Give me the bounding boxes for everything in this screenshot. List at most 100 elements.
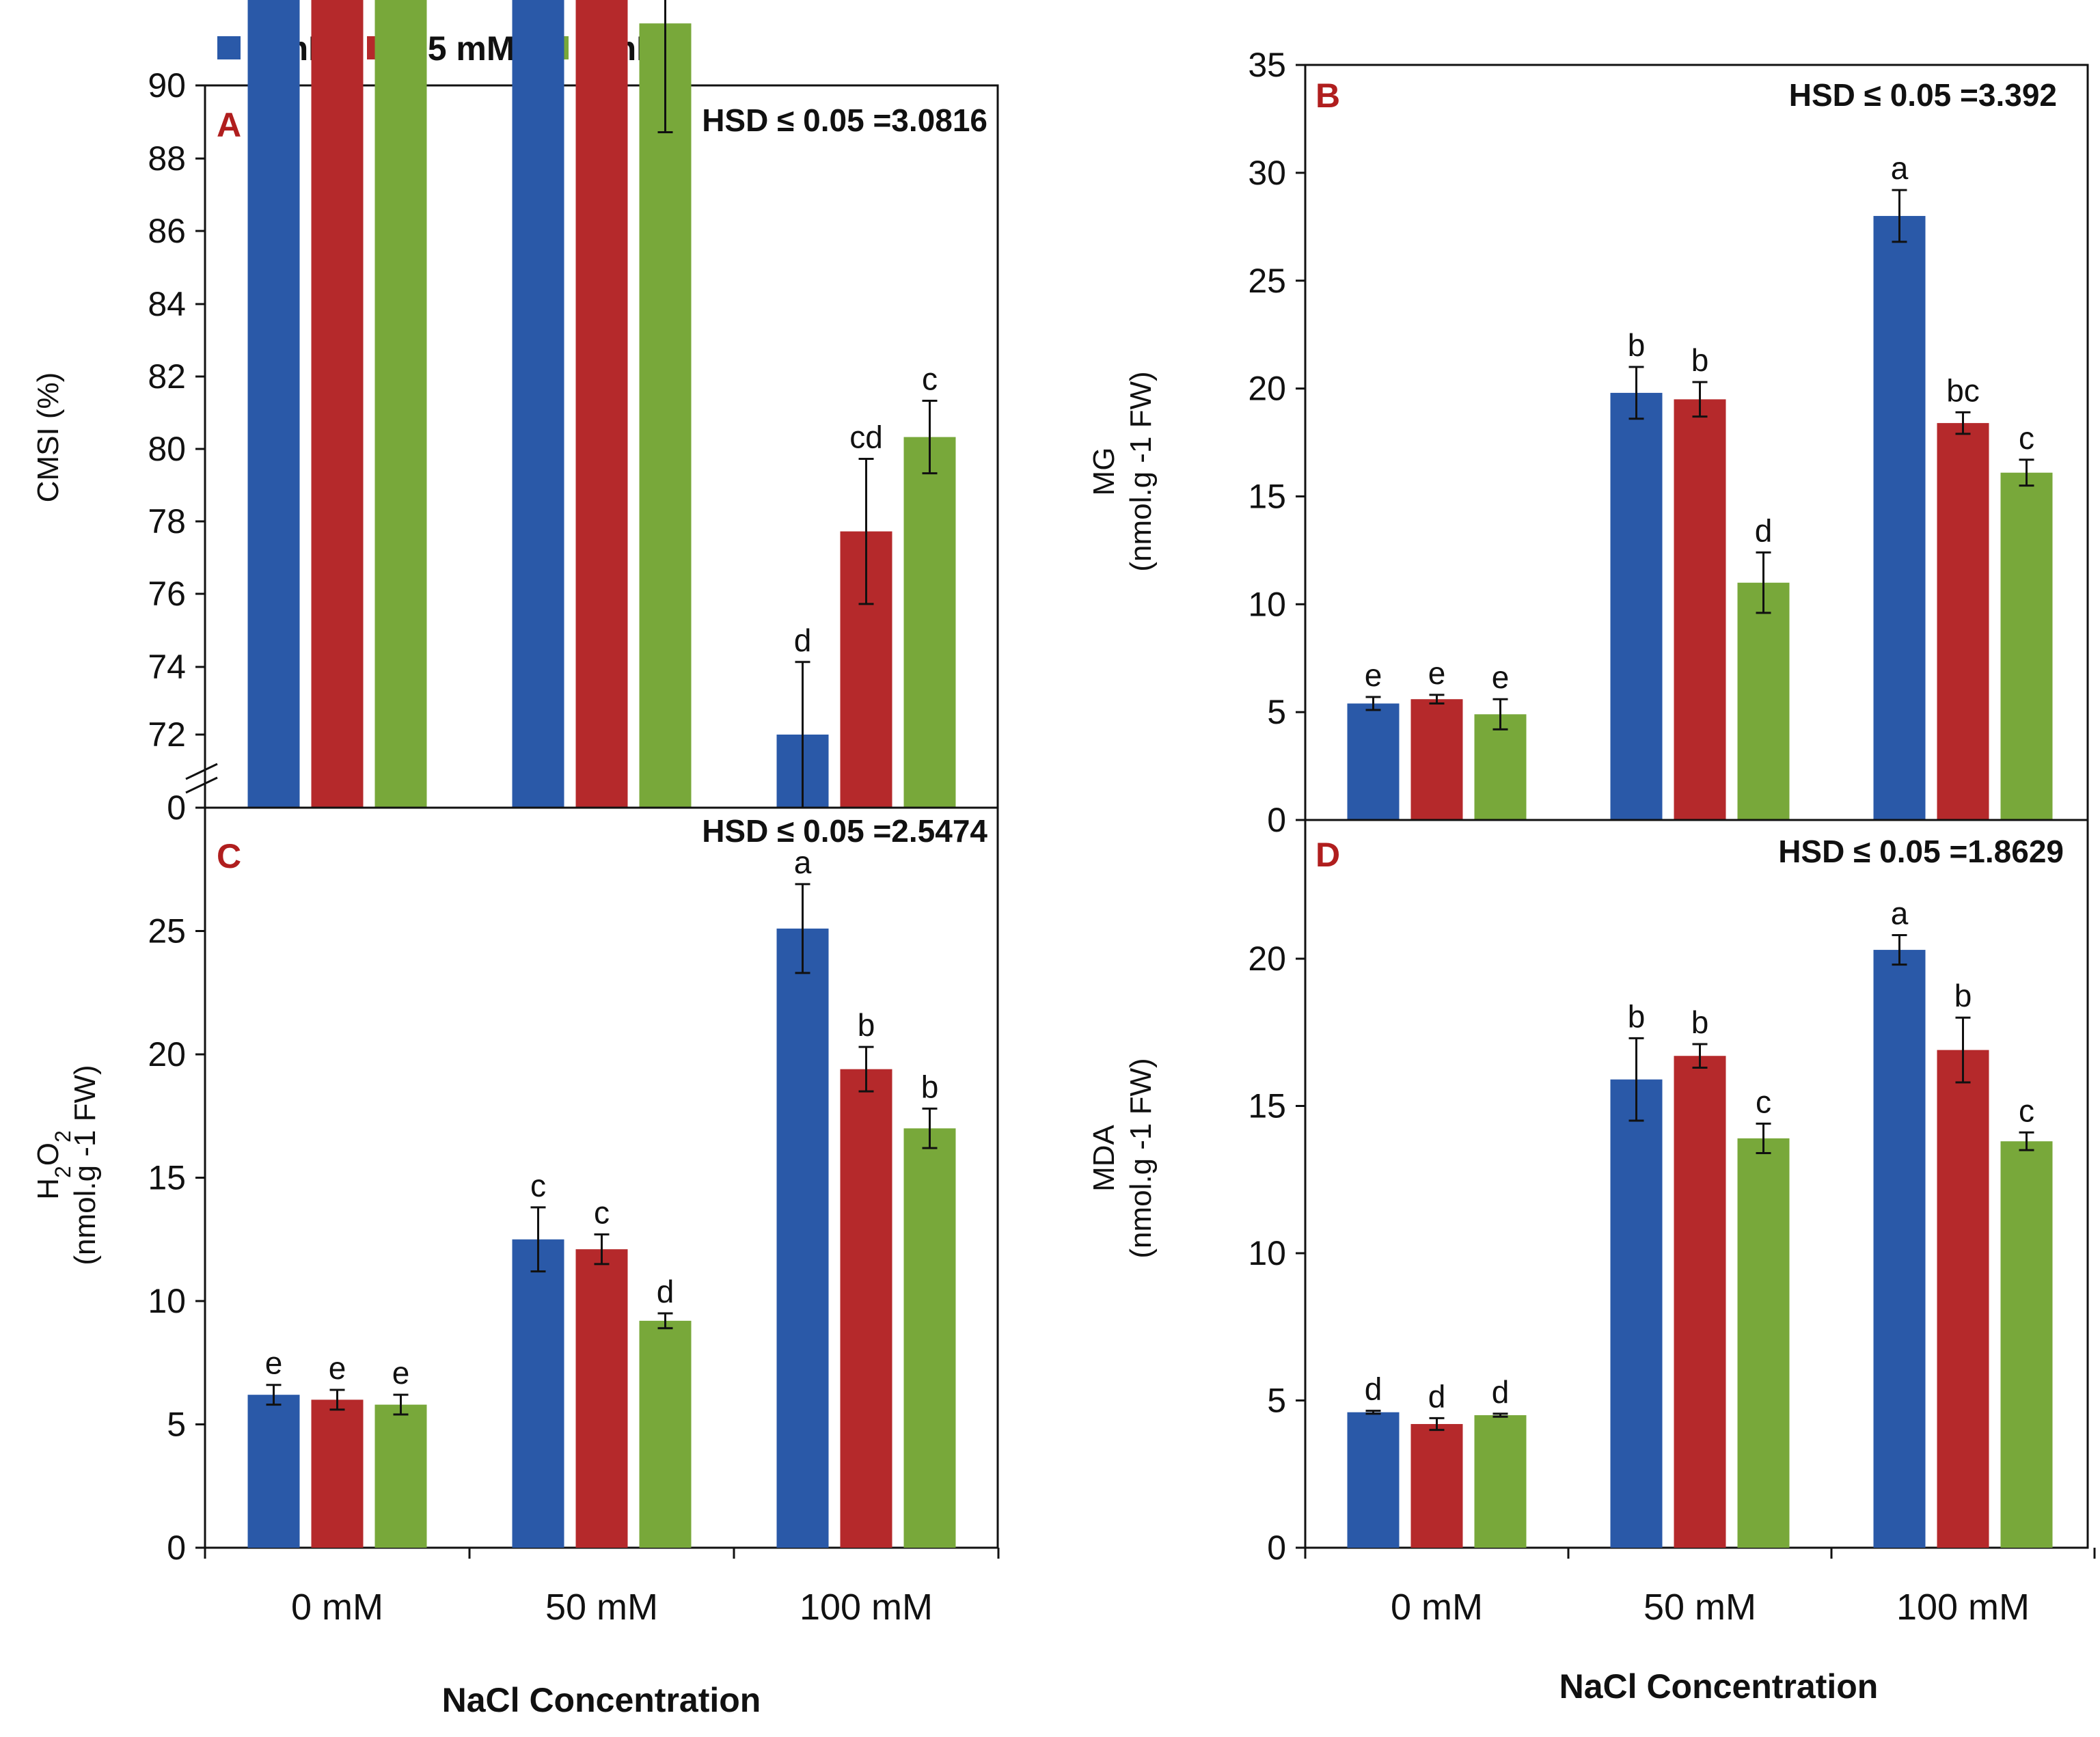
x-category-label: 100 mM	[1896, 1587, 2030, 1628]
y-axis-title: MG (nmol.g -1 FW)	[1087, 371, 1158, 571]
y-tick-label: 20	[1248, 940, 1286, 978]
significance-letter: e	[1492, 659, 1510, 695]
y-tick-label: 0	[167, 789, 186, 827]
bar	[1610, 392, 1663, 820]
bar	[247, 0, 300, 808]
y-axis-title: CMSI (%)	[31, 372, 65, 503]
significance-letter: e	[329, 1350, 346, 1386]
bar	[1873, 216, 1926, 820]
hsd-annotation: HSD ≤ 0.05 =2.5474	[702, 813, 987, 849]
y-tick-label: 20	[148, 1035, 186, 1073]
bar	[2000, 472, 2053, 820]
y-tick-label: 10	[1248, 1234, 1286, 1272]
y-tick-label: 86	[148, 212, 186, 250]
y-tick-label: 82	[148, 357, 186, 396]
bar	[1873, 950, 1926, 1548]
bar	[1937, 423, 1989, 820]
significance-letter: d	[1428, 1378, 1446, 1414]
bar	[1347, 1412, 1400, 1548]
significance-letter: cd	[849, 419, 883, 454]
bar	[903, 437, 956, 808]
significance-letter: b	[858, 1007, 875, 1043]
bar	[1737, 1138, 1790, 1548]
y-tick-label: 78	[148, 502, 186, 541]
bar	[1410, 1423, 1463, 1548]
bar	[1674, 1056, 1726, 1548]
significance-letter: c	[530, 1168, 546, 1203]
significance-letter: d	[1755, 513, 1773, 549]
y-tick-label: 90	[148, 66, 186, 105]
y-axis-title: MDA (nmol.g -1 FW)	[1087, 1058, 1158, 1258]
panel-letter: C	[217, 837, 241, 875]
panel-letter: B	[1315, 77, 1340, 115]
y-tick-label: 72	[148, 715, 186, 754]
y-tick-label: 5	[1267, 1382, 1286, 1420]
bar	[512, 0, 564, 808]
x-category-label: 100 mM	[800, 1587, 933, 1628]
panels: 908886848280787674720aabdaabcdabcAHSD ≤ …	[31, 0, 2096, 1628]
hsd-annotation: HSD ≤ 0.05 =1.8629	[1778, 834, 2064, 869]
bar	[1474, 1415, 1527, 1548]
axis-break-mark	[185, 776, 218, 794]
y-tick-label: 74	[148, 648, 186, 686]
y-tick-label: 15	[1248, 1087, 1286, 1125]
x-category-label: 0 mM	[1391, 1587, 1483, 1628]
x-axis-title-left: NaCl Concentration	[442, 1681, 761, 1719]
significance-letter: c	[922, 361, 938, 396]
significance-letter: c	[1756, 1084, 1771, 1119]
bar	[575, 1249, 628, 1548]
x-category-label: 50 mM	[1644, 1587, 1756, 1628]
panel-letter: D	[1315, 836, 1340, 874]
y-tick-label: 80	[148, 430, 186, 468]
bar	[1610, 1079, 1663, 1548]
y-tick-label: 10	[148, 1282, 186, 1320]
bar	[639, 1320, 692, 1548]
bar	[1674, 399, 1726, 820]
bar	[1474, 714, 1527, 820]
y-tick-label: 15	[1248, 477, 1286, 515]
x-axis-title-right: NaCl Concentration	[1559, 1667, 1879, 1706]
significance-letter: c	[2019, 420, 2034, 456]
y-tick-label: 0	[167, 1529, 186, 1567]
significance-letter: a	[1891, 896, 1909, 931]
significance-letter: b	[921, 1069, 939, 1104]
legend-swatch	[217, 36, 241, 59]
bar	[311, 0, 364, 808]
x-category-label: 0 mM	[291, 1587, 383, 1628]
bar	[374, 0, 427, 808]
y-tick-label: 10	[1248, 585, 1286, 623]
panel-c: 25 20 15 10 5 0 0 mM 50 mM 100 mM e c a e c b e d b C HSD ≤…	[31, 806, 1000, 1628]
y-tick-label: 76	[148, 575, 186, 613]
significance-letter: e	[1428, 655, 1446, 691]
y-axis-title: H2O2(nmol.g -1 FW)	[31, 1065, 102, 1265]
significance-letter: e	[392, 1355, 410, 1391]
bar	[840, 1069, 892, 1548]
y-tick-label: 84	[148, 285, 186, 323]
significance-letter: b	[1628, 327, 1646, 363]
bar	[1937, 1050, 1989, 1548]
y-tick-label: 88	[148, 139, 186, 178]
bar	[903, 1128, 956, 1548]
x-category-label: 50 mM	[545, 1587, 658, 1628]
significance-letter: bc	[1946, 372, 1980, 408]
y-axis-title-text: CMSI (%)	[31, 372, 65, 503]
y-tick-label: 30	[1248, 154, 1286, 192]
panel-b: 35 30 25 20 15 10 5 0 e b a e b bc e d c B HSD ≤ 0.05 =3.3…	[1087, 46, 2089, 839]
bar	[1347, 703, 1400, 820]
significance-letter: a	[794, 845, 812, 880]
significance-letter: b	[1628, 998, 1646, 1034]
significance-letter: b	[1954, 978, 1972, 1013]
y-tick-label: 20	[1248, 370, 1286, 408]
panel-letter: A	[217, 106, 241, 144]
significance-letter: a	[1891, 150, 1909, 186]
bar	[1410, 699, 1463, 820]
axis-break-mark	[185, 763, 218, 780]
panel-a: 908886848280787674720aabdaabcdabcAHSD ≤ …	[31, 0, 999, 827]
significance-letter: b	[1691, 1004, 1709, 1040]
y-axis-title-units: (nmol.g -1 FW)	[1124, 1058, 1158, 1258]
y-axis-title-units: (nmol.g -1 FW)	[68, 1065, 102, 1265]
y-tick-label: 5	[167, 1406, 186, 1444]
bar	[1737, 582, 1790, 820]
y-axis-title-main: MG	[1087, 448, 1121, 496]
y-tick-label: 15	[148, 1159, 186, 1197]
